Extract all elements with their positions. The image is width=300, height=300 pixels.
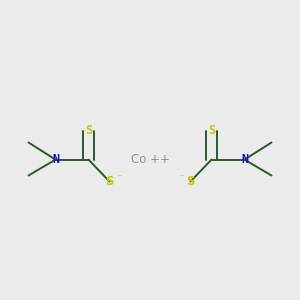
Text: Co ++: Co ++	[130, 153, 170, 166]
Text: S: S	[85, 124, 92, 137]
Text: S: S	[105, 175, 114, 188]
Text: S: S	[208, 124, 215, 137]
Text: S: S	[186, 175, 195, 188]
Text: ⁻: ⁻	[116, 173, 122, 183]
Text: ⁻: ⁻	[178, 173, 184, 183]
Text: N: N	[241, 153, 248, 166]
Text: N: N	[52, 153, 59, 166]
